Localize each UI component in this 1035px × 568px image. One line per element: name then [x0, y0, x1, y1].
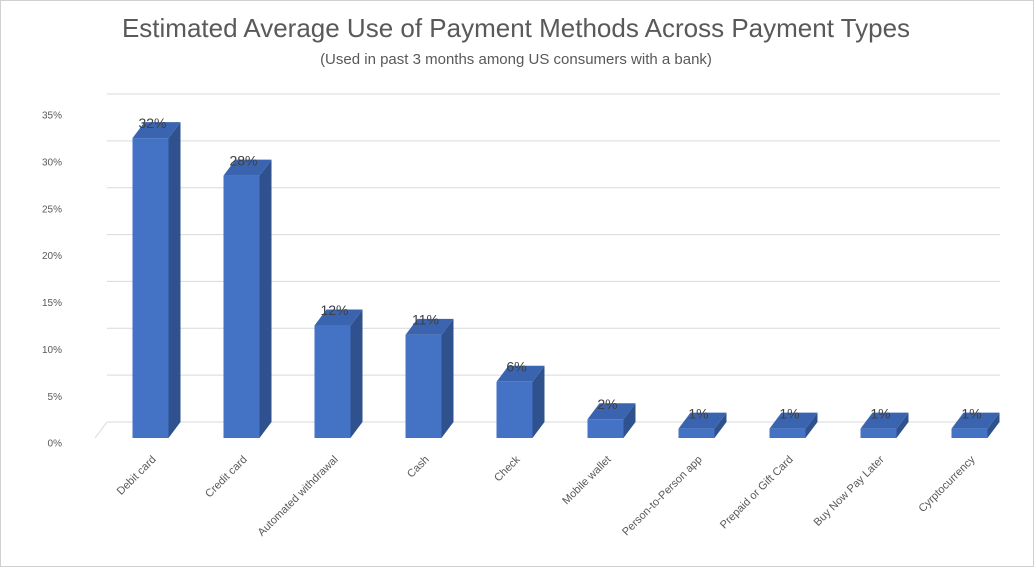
bar-side — [441, 318, 454, 438]
chart-title: Estimated Average Use of Payment Methods… — [122, 13, 910, 43]
bar — [587, 419, 624, 438]
bar-side — [805, 412, 818, 438]
bar — [678, 428, 715, 438]
floor-edge — [94, 421, 108, 439]
value-label: 11% — [412, 312, 439, 328]
value-label: 1% — [779, 405, 799, 421]
chart-subtitle: (Used in past 3 months among US consumer… — [320, 51, 712, 68]
value-label: 32% — [138, 115, 166, 131]
y-tick-label: 20% — [42, 251, 62, 262]
bar-top — [496, 365, 545, 382]
y-tick-label: 25% — [42, 204, 62, 215]
bar-top — [132, 122, 181, 139]
value-label: 28% — [229, 152, 257, 168]
y-tick-label: 5% — [48, 392, 63, 403]
bar-top — [678, 412, 727, 429]
value-label: 2% — [597, 396, 617, 412]
bar-top — [769, 412, 818, 429]
y-tick-label: 30% — [42, 157, 62, 168]
y-tick-label: 10% — [42, 345, 62, 356]
value-label: 1% — [688, 405, 708, 421]
bar-top — [223, 159, 272, 176]
y-tick-label: 15% — [42, 298, 62, 309]
bar — [223, 175, 260, 438]
bar-side — [259, 159, 272, 438]
value-label: 1% — [961, 405, 981, 421]
bar-top — [951, 412, 1000, 429]
bar-side — [532, 365, 545, 438]
bar — [496, 381, 533, 438]
bar-side — [623, 403, 636, 438]
bar-side — [168, 122, 181, 438]
bar-side — [896, 412, 909, 438]
bar — [405, 334, 442, 438]
bar-top — [314, 309, 363, 326]
bar — [314, 325, 351, 438]
bar-top — [860, 412, 909, 429]
bar — [951, 428, 988, 438]
bar — [860, 428, 897, 438]
bar-side — [350, 309, 363, 438]
bar-side — [714, 412, 727, 438]
bar — [769, 428, 806, 438]
value-label: 1% — [870, 405, 890, 421]
value-label: 6% — [506, 358, 526, 374]
value-label: 12% — [320, 302, 348, 318]
y-tick-label: 35% — [42, 111, 62, 122]
y-tick-label: 0% — [48, 439, 63, 450]
bar-side — [987, 412, 1000, 438]
bar-top — [405, 318, 454, 335]
bar-top — [587, 403, 636, 420]
bar — [132, 138, 169, 438]
